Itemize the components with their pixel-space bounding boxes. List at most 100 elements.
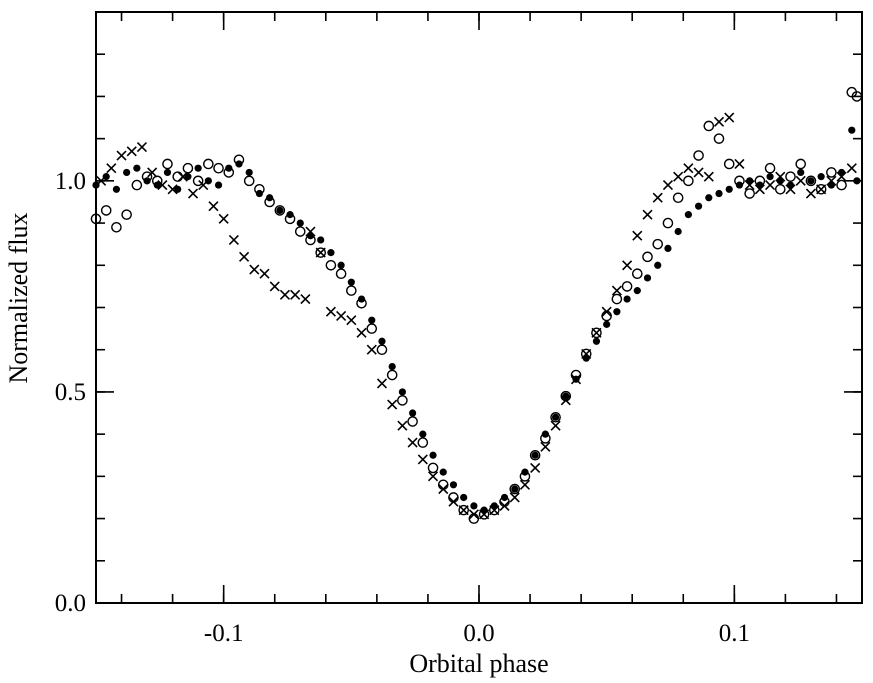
cross-point	[530, 462, 541, 473]
filled-circle-point	[807, 177, 815, 185]
open-circle-point	[284, 213, 296, 225]
cross-point	[269, 281, 280, 292]
filled-circle-point	[643, 274, 652, 282]
cross-point	[218, 213, 229, 224]
filled-circle-point	[112, 185, 121, 193]
open-circle-point	[815, 183, 827, 195]
open-circle-point	[325, 259, 337, 271]
x-tick-label: 0.1	[719, 620, 750, 647]
plot-frame	[95, 11, 863, 604]
filled-circle-point	[276, 206, 284, 215]
open-circle-point	[764, 162, 776, 174]
open-circle-point	[478, 509, 490, 520]
cross-point	[570, 374, 582, 385]
cross-point	[611, 285, 622, 296]
open-circle-point	[376, 344, 388, 356]
filled-circle-point	[245, 168, 253, 177]
cross-point	[509, 492, 520, 503]
filled-circle-point	[317, 236, 325, 244]
cross-point	[622, 260, 633, 271]
open-circle-point	[407, 416, 418, 427]
open-circle-point	[366, 323, 378, 334]
open-circle-point	[744, 188, 755, 199]
open-circle-point	[111, 221, 122, 233]
cross-point	[581, 348, 592, 360]
filled-circle-point	[214, 181, 223, 189]
cross-point	[468, 509, 479, 520]
cross-point	[147, 167, 158, 178]
open-circle-point	[223, 167, 235, 178]
open-circle-point	[805, 175, 817, 187]
cross-point	[438, 483, 449, 495]
open-circle-point	[795, 158, 807, 170]
cross-point	[106, 163, 117, 174]
filled-circle-point	[633, 287, 641, 295]
cross-point	[519, 479, 531, 490]
cross-point	[259, 268, 270, 279]
filled-circle-point	[347, 278, 355, 286]
open-circle-point	[683, 175, 694, 187]
cross-point	[427, 471, 439, 482]
cross-point	[601, 306, 612, 317]
cross-point	[591, 327, 602, 338]
cross-point	[642, 209, 653, 220]
cross-point	[208, 201, 219, 212]
cross-point	[693, 167, 704, 178]
cross-point	[356, 327, 367, 338]
cross-point	[187, 188, 199, 199]
cross-point	[177, 171, 188, 182]
filled-circle-point	[449, 481, 458, 489]
filled-circle-point	[552, 413, 560, 421]
cross-point	[376, 378, 388, 389]
filled-circle-point	[684, 211, 692, 219]
filled-circle-point	[531, 451, 539, 459]
filled-circle-point	[429, 451, 437, 459]
filled-circle-point	[337, 261, 345, 269]
open-circle-point	[540, 433, 551, 444]
cross-point	[489, 505, 500, 516]
cross-point	[417, 454, 428, 465]
cross-point	[754, 184, 765, 195]
filled-circle-point	[664, 244, 672, 252]
filled-circle-point	[194, 164, 202, 172]
filled-circle-point	[184, 173, 192, 181]
open-circle-point	[397, 395, 408, 406]
open-circle-point	[386, 369, 398, 381]
cross-point	[795, 175, 806, 186]
cross-point	[479, 509, 490, 520]
cross-point	[325, 306, 336, 317]
cross-point	[816, 184, 827, 195]
open-circle-point	[192, 175, 204, 187]
filled-circle-point	[163, 168, 172, 177]
filled-circle-point	[654, 261, 662, 269]
open-circle-point	[509, 483, 521, 495]
open-circle-point	[734, 175, 745, 187]
cross-point	[846, 163, 857, 174]
cross-point	[652, 192, 663, 203]
cross-point	[836, 171, 847, 182]
open-circle-point	[611, 293, 623, 305]
open-circle-point	[243, 175, 255, 187]
x-tick-label: 0.0	[463, 620, 494, 647]
cross-point	[632, 230, 643, 241]
filled-circle-point	[848, 126, 856, 134]
open-circle-point	[458, 504, 469, 516]
y-tick-label: 1.0	[55, 168, 86, 195]
cross-point	[126, 146, 137, 157]
open-circle-point	[550, 411, 561, 423]
open-circle-point	[672, 192, 684, 204]
open-circle-point	[264, 196, 275, 208]
open-circle-point	[356, 297, 367, 309]
cross-point	[826, 175, 837, 186]
filled-circle-point	[603, 320, 611, 328]
axis-ticks	[96, 11, 862, 604]
open-circle-point	[662, 217, 674, 229]
filled-circle-point	[853, 177, 861, 185]
open-circle-point	[305, 234, 316, 246]
open-circle-point	[489, 504, 500, 516]
cross-point	[805, 188, 816, 199]
open-circle-point	[826, 167, 837, 178]
cross-point	[662, 180, 674, 191]
filled-circle-point	[123, 168, 131, 177]
cross-point	[407, 437, 418, 448]
